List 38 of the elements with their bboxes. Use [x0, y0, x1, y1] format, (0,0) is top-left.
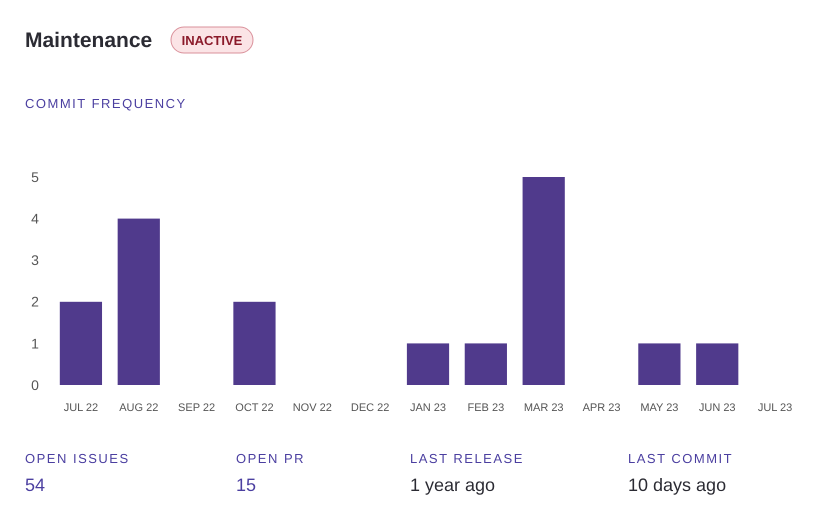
text: 54	[25, 475, 46, 495]
x-tick-label: MAY 23	[640, 402, 678, 414]
x-tick-label: JUL 22	[64, 402, 98, 414]
y-tick-label: 2	[31, 294, 40, 310]
x-tick-label: AUG 22	[119, 402, 158, 414]
text: INACTIVE	[182, 33, 243, 48]
x-tick-label: JUN 23	[698, 402, 736, 414]
text: 1 year ago	[410, 475, 496, 495]
x-tick-label: APR 23	[582, 402, 620, 414]
y-tick-label: 5	[31, 168, 40, 185]
bar	[233, 302, 276, 385]
bar	[464, 343, 507, 385]
text: 15	[236, 475, 256, 495]
text: OPEN ISSUES	[25, 451, 130, 466]
bar	[60, 302, 102, 385]
bar	[406, 343, 450, 385]
x-tick-label: SEP 22	[178, 402, 216, 414]
y-tick-label: 1	[31, 335, 40, 352]
bar	[638, 343, 680, 385]
y-tick-label: 4	[31, 210, 40, 226]
text: 10 days ago	[628, 475, 726, 495]
text: LAST RELEASE	[410, 451, 524, 466]
y-tick-label: 3	[31, 252, 40, 268]
bar	[522, 177, 565, 385]
chart-subtitle: COMMIT FREQUENCY	[25, 96, 187, 111]
text: OPEN PR	[236, 451, 306, 466]
x-tick-label: JAN 23	[410, 402, 446, 414]
x-tick-label: DEC 22	[350, 402, 390, 414]
text: LAST COMMIT	[628, 451, 734, 466]
x-tick-label: OCT 22	[235, 402, 274, 414]
bar	[118, 218, 160, 385]
x-tick-label: NOV 22	[292, 402, 332, 414]
x-tick-label: MAR 23	[524, 402, 564, 414]
x-tick-label: JUL 23	[758, 402, 792, 414]
bar	[696, 343, 738, 385]
x-tick-label: FEB 23	[468, 402, 504, 414]
y-tick-label: 0	[31, 376, 40, 393]
chart-title: Maintenance	[25, 29, 152, 52]
